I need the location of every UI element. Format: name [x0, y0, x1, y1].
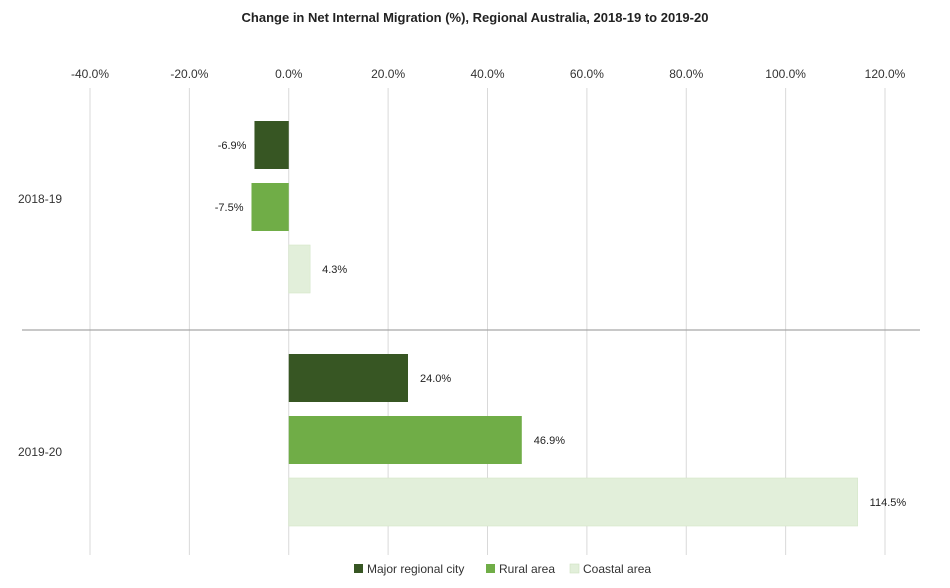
category-label: 2019-20: [18, 445, 62, 459]
x-tick-label: 60.0%: [570, 67, 604, 81]
legend-label: Coastal area: [583, 562, 651, 576]
legend-swatch: [486, 564, 495, 573]
category-label: 2018-19: [18, 192, 62, 206]
category-labels: 2018-19 2019-20: [18, 192, 62, 459]
data-label: 4.3%: [322, 264, 347, 276]
bars: -6.9% -7.5% 4.3% 24.0% 46.9% 114.5%: [215, 121, 907, 527]
bar-major-regional-city-2018-19: [254, 121, 289, 169]
x-tick-label: -40.0%: [71, 67, 109, 81]
bar-major-regional-city-2019-20: [288, 354, 408, 402]
legend-label: Major regional city: [367, 562, 464, 576]
data-label: 46.9%: [534, 435, 565, 447]
legend-swatch: [569, 563, 580, 574]
bar-rural-area-2019-20: [288, 416, 522, 464]
x-tick-label: 0.0%: [275, 67, 303, 81]
x-tick-label: 20.0%: [371, 67, 405, 81]
x-tick-label: -20.0%: [170, 67, 208, 81]
bar-coastal-area-2019-20: [288, 477, 858, 527]
legend-label: Rural area: [499, 562, 555, 576]
x-tick-label: 120.0%: [865, 67, 906, 81]
x-tick-label: 40.0%: [470, 67, 504, 81]
bar-coastal-area-2018-19: [288, 244, 311, 294]
legend: Major regional city Rural area Coastal are…: [354, 562, 651, 576]
data-label: -7.5%: [215, 202, 244, 214]
bar-rural-area-2018-19: [251, 183, 289, 231]
x-axis-ticks: -40.0% -20.0% 0.0% 20.0% 40.0% 60.0% 80.0% 100.…: [71, 67, 906, 81]
x-tick-label: 100.0%: [765, 67, 806, 81]
data-label: 24.0%: [420, 373, 451, 385]
data-label: 114.5%: [870, 497, 907, 509]
x-tick-label: 80.0%: [669, 67, 703, 81]
data-label: -6.9%: [218, 140, 247, 152]
chart-title: Change in Net Internal Migration (%), Re…: [242, 10, 709, 25]
legend-swatch: [354, 564, 363, 573]
